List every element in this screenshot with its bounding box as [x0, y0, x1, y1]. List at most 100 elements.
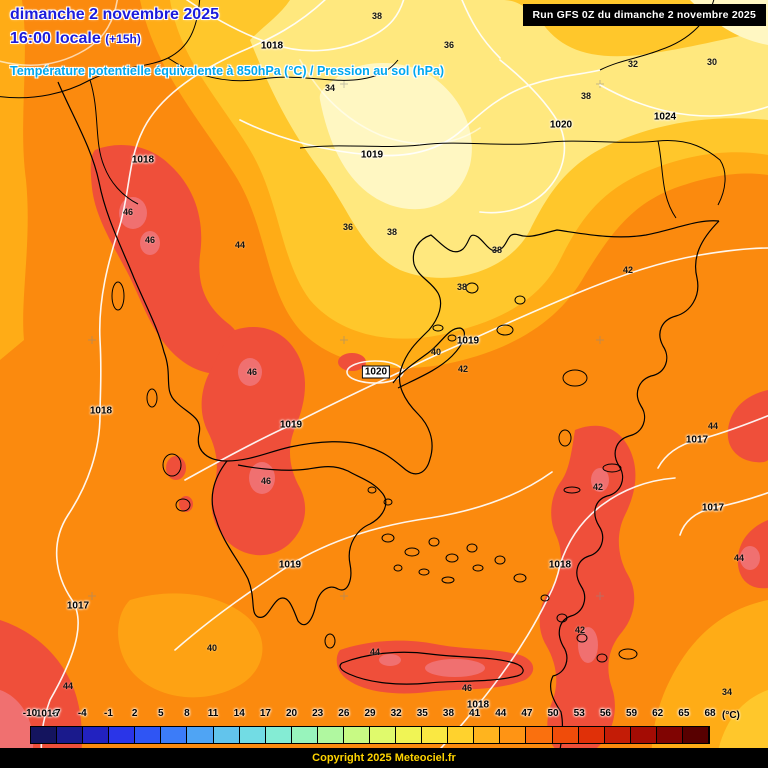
isobar-1020-ne [479, 59, 566, 214]
coast-peloponnese [211, 460, 387, 626]
colorbar-cell [317, 727, 344, 743]
fill-pink-east-b [578, 627, 598, 663]
fill-cream-core [319, 62, 472, 210]
fill-red-ionian-b [179, 496, 193, 512]
islands [111, 281, 638, 663]
colorbar-tick: 38 [442, 708, 455, 719]
fill-pink-crete-b [379, 654, 401, 666]
colorbar-cell [370, 727, 397, 743]
model-run-info: Run GFS 0Z du dimanche 2 novembre 2025 [522, 4, 766, 26]
colorbar-tick: 53 [573, 708, 585, 719]
colorbar-tick: 26 [338, 708, 350, 719]
fill-south-amber [118, 593, 263, 698]
colorbar-cell [343, 727, 371, 743]
colorbar-cell [31, 727, 58, 743]
fill-pink-crete-a [425, 659, 485, 677]
fill-red-central [201, 327, 306, 556]
colorbar-cell [448, 727, 475, 743]
fill-left-strip [0, 0, 28, 360]
colorbar-cell [239, 727, 266, 743]
map-parameter-title: Température potentielle équivalente à 85… [10, 64, 445, 78]
colorbar-tick: 65 [678, 708, 690, 719]
colorbar [30, 726, 710, 744]
colorbar-cell [630, 727, 657, 743]
date-text: dimanche 2 novembre 2025 [10, 6, 219, 23]
colorbar-cell [604, 727, 631, 743]
isobar-pale-inner [299, 59, 481, 145]
colorbar-tick: 2 [131, 708, 138, 719]
colorbar-tick: 62 [652, 708, 664, 719]
forecast-offset: (+15h) [105, 32, 141, 46]
isobar-1019-north [239, 69, 601, 157]
colorbar-tick: 68 [704, 708, 716, 719]
colorbar-cell [578, 727, 605, 743]
colorbar-cell [682, 727, 710, 743]
coastlines-and-borders [0, 0, 726, 768]
isobar-1024-ne [599, 84, 768, 117]
colorbar-cell [500, 727, 527, 743]
colorbar-cell [265, 727, 292, 743]
colorbar-tick: 44 [495, 708, 507, 719]
isobar-1019-mid [184, 247, 768, 481]
fill-pink-nw-b [140, 231, 160, 255]
fill-red-east [539, 425, 636, 758]
colorbar-tick: 5 [157, 708, 164, 719]
colorbar-cell [474, 727, 501, 743]
country-borders [0, 0, 726, 219]
colorbar-unit: (°C) [722, 710, 740, 721]
colorbar-tick: 59 [625, 708, 638, 719]
colorbar-tick: 32 [390, 708, 402, 719]
colorbar-cell [291, 727, 318, 743]
coast-evia [392, 327, 466, 389]
colorbar-cell [57, 727, 84, 743]
colorbar-tick: 35 [416, 708, 428, 719]
copyright-bar: Copyright 2025 Meteociel.fr [0, 748, 768, 768]
isobar-1018-top [185, 0, 405, 52]
fill-red-attica [338, 353, 366, 371]
isobar-1017-right-a [657, 414, 768, 469]
colorbar-cell [656, 727, 683, 743]
fill-pink-central-b [249, 462, 275, 494]
isobar-1017-right-b [679, 491, 768, 536]
coast-turkey [549, 220, 720, 768]
colorbar-tick: 11 [207, 708, 219, 719]
colorbar-cell [422, 727, 449, 743]
colorbar-tick: 20 [285, 708, 298, 719]
time-text: 16:00 locale (+15h) [10, 30, 141, 48]
fill-red-ionian-a [166, 456, 186, 480]
colorbar-cell [526, 727, 553, 743]
fill-pink-central-a [238, 358, 262, 386]
colorbar-cell [213, 727, 240, 743]
colorbar-tick: 47 [521, 708, 533, 719]
colorbar-cell [161, 727, 188, 743]
isobar-nw-corner [0, 0, 119, 66]
colorbar-tick: 50 [547, 708, 559, 719]
colorbar-cell [83, 727, 110, 743]
colorbar-cell [552, 727, 579, 743]
isobar-1020-feeder [461, 0, 501, 59]
colorbar-tick: -10 [22, 708, 38, 719]
colorbar-tick: -4 [77, 708, 87, 719]
colorbar-cell [135, 727, 162, 743]
colorbar-tick: 56 [599, 708, 611, 719]
coast-crete [339, 651, 524, 685]
colorbar-tick: -7 [51, 708, 61, 719]
fill-red-right-a [727, 390, 768, 463]
colorbar-cell [187, 727, 214, 743]
colorbar-tick: 14 [233, 708, 245, 719]
colorbar-tick: 41 [469, 708, 481, 719]
colorbar-tick-labels: -10 -7 -4 -1 2 5 8 11 14 17 20 23 26 29 32 35 38 41 44 47 50… [23, 708, 716, 723]
colorbar-tick: 29 [364, 708, 376, 719]
colorbar-tick: 23 [312, 708, 324, 719]
colorbar-cell [109, 727, 136, 743]
colorbar-tick: 17 [259, 708, 271, 719]
local-time: 16:00 locale [10, 30, 101, 47]
latlon-grid-crosses [88, 80, 604, 600]
fill-pink-nw-a [119, 197, 147, 229]
fill-pink-east-a [591, 468, 609, 492]
colorbar-tick: -1 [104, 708, 113, 719]
colorbar-tick: 8 [184, 708, 190, 719]
